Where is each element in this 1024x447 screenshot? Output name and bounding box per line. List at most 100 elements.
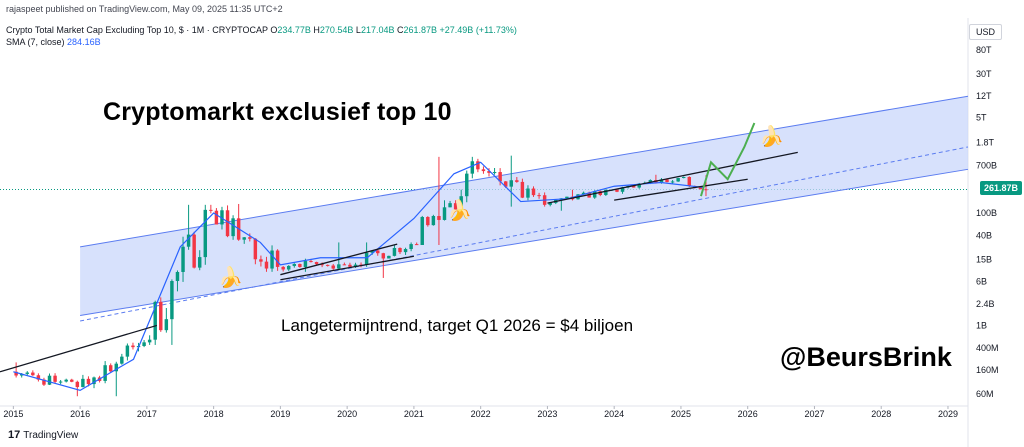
candle-body[interactable] [481,169,486,172]
candle-body[interactable] [381,253,386,259]
candle-body[interactable] [203,209,208,258]
candle-body[interactable] [387,255,391,259]
candle-body[interactable] [465,173,469,197]
candle-body[interactable] [81,378,85,388]
candle-body[interactable] [453,203,458,210]
candle-body[interactable] [637,183,641,188]
candle-body[interactable] [492,172,497,174]
candle-body[interactable] [159,301,163,331]
candle-body[interactable] [181,246,185,272]
candle-body[interactable] [197,257,202,268]
candle-body[interactable] [114,363,118,372]
candle-body[interactable] [31,372,35,376]
candle-body[interactable] [676,178,680,182]
candle-body[interactable] [270,250,274,269]
candle-body[interactable] [437,216,441,220]
candle-body[interactable] [648,180,653,183]
candle-body[interactable] [414,244,419,246]
candle-body[interactable] [242,237,246,240]
candle-body[interactable] [531,188,536,196]
candle-body[interactable] [103,365,107,381]
candle-body[interactable] [25,372,29,374]
candle-body[interactable] [442,207,447,220]
candle-body[interactable] [36,375,41,380]
candle-body[interactable] [125,345,130,357]
candle-body[interactable] [225,210,230,237]
candle-body[interactable] [704,189,708,191]
candle-body[interactable] [309,261,313,263]
candle-body[interactable] [175,271,180,282]
candle-body[interactable] [314,262,319,265]
candle-body[interactable] [186,234,191,247]
candle-body[interactable] [331,265,335,269]
candle-body[interactable] [120,356,124,364]
candle-body[interactable] [392,247,397,256]
sma-legend[interactable]: SMA (7, close) 284.16B [6,37,101,47]
candle-body[interactable] [281,266,285,270]
trendline[interactable] [547,151,798,204]
candle-body[interactable] [431,216,436,226]
candle-body[interactable] [164,319,169,331]
candle-body[interactable] [376,250,380,254]
candle-body[interactable] [231,218,235,237]
candle-body[interactable] [665,179,669,183]
candle-body[interactable] [409,244,413,250]
candle-body[interactable] [515,180,519,182]
candle-body[interactable] [14,371,18,376]
candle-body[interactable] [320,264,324,266]
candle-body[interactable] [303,261,308,268]
candle-body[interactable] [220,210,224,225]
candle-body[interactable] [470,161,475,174]
candle-body[interactable] [370,250,374,253]
candle-body[interactable] [659,179,664,183]
candle-body[interactable] [459,196,463,210]
candle-body[interactable] [631,185,636,188]
candle-body[interactable] [348,264,352,267]
candle-body[interactable] [287,265,291,270]
candle-body[interactable] [325,264,330,266]
candle-body[interactable] [214,210,219,225]
candle-body[interactable] [581,192,586,195]
candle-body[interactable] [342,264,347,266]
candle-body[interactable] [526,188,530,198]
candle-body[interactable] [426,217,430,226]
candle-body[interactable] [170,281,174,320]
symbol-legend[interactable]: Crypto Total Market Cap Excluding Top 10… [6,25,517,35]
candle-body[interactable] [403,249,408,253]
candle-body[interactable] [498,172,502,182]
trendline[interactable] [280,243,398,276]
candle-body[interactable] [42,379,46,385]
candle-body[interactable] [681,176,686,179]
candle-body[interactable] [509,180,513,187]
channel-middle-line[interactable] [80,146,969,322]
candle-body[interactable] [75,381,80,388]
candle-body[interactable] [520,181,525,198]
candle-body[interactable] [398,247,402,253]
candle-body[interactable] [192,234,196,268]
candle-body[interactable] [147,339,152,343]
candle-body[interactable] [364,252,369,265]
candle-body[interactable] [253,238,258,260]
candle-body[interactable] [275,250,280,267]
candle-body[interactable] [47,375,52,385]
candle-body[interactable] [353,264,358,267]
candle-body[interactable] [264,261,269,269]
candle-body[interactable] [248,237,252,239]
sma-line[interactable] [13,161,705,391]
trendline[interactable] [0,324,158,373]
candle-body[interactable] [548,202,552,205]
candle-body[interactable] [53,375,57,382]
trendline[interactable] [280,255,415,281]
candle-body[interactable] [259,259,263,262]
candle-body[interactable] [615,189,619,192]
candle-body[interactable] [292,263,297,266]
candle-body[interactable] [58,381,63,383]
candle-body[interactable] [604,189,608,195]
candle-body[interactable] [337,264,341,269]
trendline[interactable] [614,178,748,201]
candle-body[interactable] [620,187,625,192]
channel-lower-line[interactable] [80,168,969,317]
candle-body[interactable] [592,191,597,198]
candle-body[interactable] [70,379,74,382]
